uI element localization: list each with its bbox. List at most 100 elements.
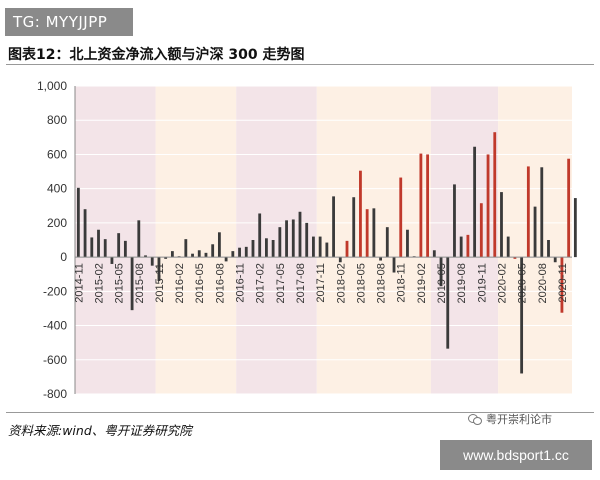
bar-2018-04 xyxy=(352,197,356,258)
bar-2016-12 xyxy=(244,246,248,258)
bar-2020-10 xyxy=(553,257,557,263)
bar-2019-06 xyxy=(446,257,450,349)
bar-2015-05 xyxy=(117,233,121,258)
bar-2015-02 xyxy=(97,229,100,258)
bar-2016-09 xyxy=(224,257,228,262)
bar-2018-01 xyxy=(332,196,335,258)
watermark-top: TG: MYYJJPP xyxy=(5,8,133,36)
bar-2018-08 xyxy=(379,257,382,261)
x-tick-label-24: 2020-11 xyxy=(557,263,569,303)
period-band-0 xyxy=(75,86,156,394)
title-divider xyxy=(6,64,594,65)
y-tick-label-0: -800 xyxy=(43,387,67,401)
bar-2018-09 xyxy=(385,227,389,258)
bar-2015-08 xyxy=(137,220,141,258)
bar-2018-10 xyxy=(392,257,396,273)
bar-2016-05 xyxy=(197,250,201,258)
bar-2019-10 xyxy=(473,146,477,258)
bar-2017-08 xyxy=(298,211,302,258)
x-tick-label-10: 2017-05 xyxy=(275,263,287,303)
bar-2019-05 xyxy=(439,257,443,287)
bar-2020-04 xyxy=(513,257,517,259)
x-tick-label-14: 2018-05 xyxy=(355,263,367,303)
x-tick-label-19: 2019-08 xyxy=(456,263,468,303)
bar-2020-12 xyxy=(567,158,571,258)
x-tick-label-8: 2016-11 xyxy=(235,263,247,303)
x-tick-label-6: 2016-05 xyxy=(194,263,206,303)
bar-2020-11 xyxy=(560,257,564,313)
source-note: 资料来源:wind、粤开证券研究院 xyxy=(8,423,192,438)
bar-2017-05 xyxy=(278,227,282,258)
chart-title: 图表12：北上资金净流入额与沪深 300 走势图 xyxy=(8,47,305,63)
x-tick-label-0: 2014-11 xyxy=(73,263,85,303)
x-tick-label-1: 2015-02 xyxy=(94,263,106,303)
bar-2019-07 xyxy=(453,184,456,258)
x-tick-label-5: 2016-02 xyxy=(174,263,186,303)
bar-2018-05 xyxy=(359,170,362,258)
y-tick-label-2: -400 xyxy=(43,319,67,333)
x-tick-label-21: 2020-02 xyxy=(496,263,508,303)
bar-2014-12 xyxy=(83,209,87,258)
x-tick-label-18: 2019-05 xyxy=(436,263,448,303)
x-tick-label-16: 2018-11 xyxy=(396,263,408,303)
bar-2017-07 xyxy=(291,219,295,258)
period-band-2 xyxy=(236,86,317,394)
bar-2015-12 xyxy=(164,257,168,259)
bar-2020-09 xyxy=(547,240,550,258)
bar-2020-05 xyxy=(520,257,524,374)
bar-2017-02 xyxy=(258,213,262,258)
bar-2019-09 xyxy=(466,234,470,258)
bar-2020-06 xyxy=(526,166,530,258)
bar-2016-04 xyxy=(191,253,194,258)
bar-2015-01 xyxy=(90,237,94,258)
bar-2019-02 xyxy=(419,153,423,258)
bar-2020-01 xyxy=(493,132,497,258)
x-tick-label-4: 2015-11 xyxy=(154,263,166,303)
bar-2016-03 xyxy=(184,239,188,258)
bar-2018-12 xyxy=(406,229,409,258)
bar-2018-06 xyxy=(365,209,369,258)
x-tick-label-12: 2017-11 xyxy=(315,263,327,303)
y-tick-label-3: -200 xyxy=(43,284,67,298)
bar-2019-12 xyxy=(486,154,490,258)
y-tick-label-9: 1,000 xyxy=(37,79,67,93)
footer-divider xyxy=(6,412,594,413)
bar-2015-03 xyxy=(103,239,107,258)
x-tick-label-22: 2020-05 xyxy=(517,263,529,303)
y-tick-label-7: 600 xyxy=(47,147,67,161)
bar-2017-01 xyxy=(251,240,255,258)
y-tick-label-5: 200 xyxy=(47,216,67,230)
bar-2017-03 xyxy=(265,238,268,258)
x-tick-label-15: 2018-08 xyxy=(376,263,388,303)
bar-2020-08 xyxy=(540,167,544,258)
bar-2015-11 xyxy=(157,257,161,282)
bar-2017-06 xyxy=(285,220,288,258)
bar-2020-07 xyxy=(533,206,537,258)
bar-2016-08 xyxy=(217,232,221,258)
bar-2018-11 xyxy=(399,177,403,258)
bar-2015-09 xyxy=(144,255,147,258)
y-tick-label-8: 800 xyxy=(47,113,67,127)
bar-2016-06 xyxy=(204,252,208,258)
bar-2016-07 xyxy=(211,244,215,258)
bar-2016-01 xyxy=(170,251,174,258)
bar-2018-07 xyxy=(372,208,376,258)
x-tick-label-7: 2016-08 xyxy=(214,263,226,303)
y-tick-label-4: 0 xyxy=(60,250,67,264)
x-tick-label-3: 2015-08 xyxy=(134,263,146,303)
x-tick-label-13: 2018-02 xyxy=(335,263,347,303)
x-tick-label-9: 2017-02 xyxy=(255,263,267,303)
period-band-1 xyxy=(155,86,237,394)
wechat-label: 粤开崇利论市 xyxy=(486,413,552,426)
bar-2015-06 xyxy=(123,240,127,258)
wechat-icon xyxy=(468,413,482,425)
bar-2019-11 xyxy=(479,203,483,258)
bar-2019-08 xyxy=(459,236,463,258)
bar-2018-02 xyxy=(338,257,342,263)
bar-2017-12 xyxy=(325,242,329,258)
bar-2016-10 xyxy=(231,251,235,258)
bar-2014-11 xyxy=(76,187,80,258)
bar-2015-10 xyxy=(150,257,154,266)
bar-2015-04 xyxy=(110,257,114,264)
wechat-watermark: 粤开崇利论市 xyxy=(468,411,552,427)
